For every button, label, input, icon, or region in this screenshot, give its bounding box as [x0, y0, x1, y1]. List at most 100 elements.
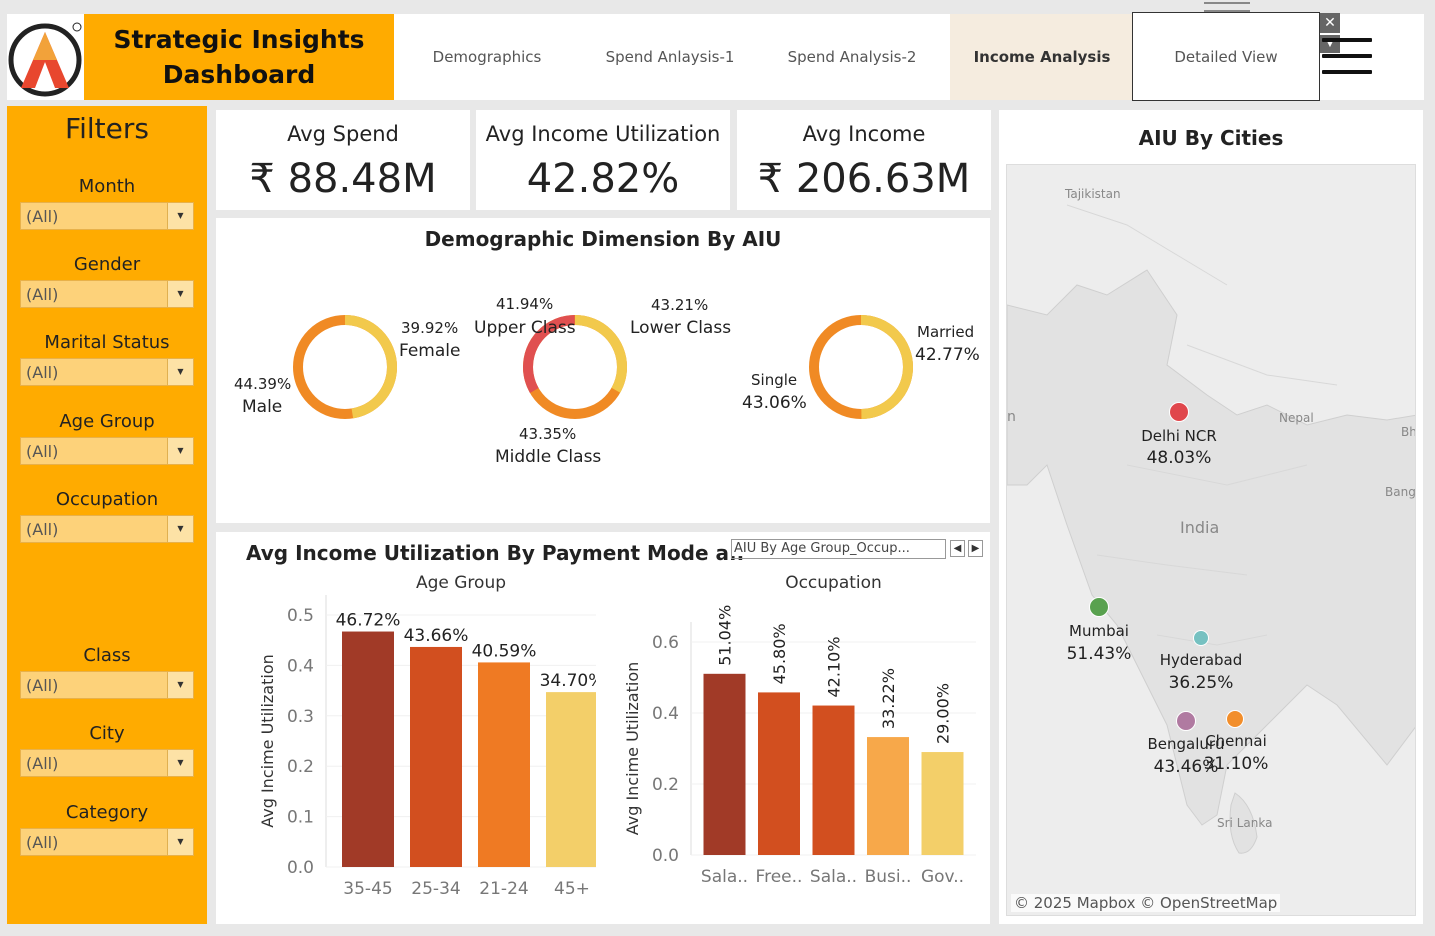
- kpi-title: Avg Spend: [287, 122, 399, 146]
- bar[interactable]: [867, 737, 909, 855]
- filter-age-group-select[interactable]: (All) ▼: [20, 437, 194, 465]
- map-label-nepal: Nepal: [1279, 411, 1314, 425]
- bar-data-label: 45.80%: [770, 623, 789, 684]
- map-label-edge: n: [1007, 409, 1016, 425]
- filter-value: (All): [26, 676, 59, 695]
- map-label-bhutan: Bhu: [1401, 425, 1415, 439]
- city-value-bengaluru: 43.46%: [1153, 757, 1219, 777]
- city-value-hyderabad: 36.25%: [1168, 673, 1234, 693]
- filter-marital-label: Marital Status: [44, 332, 170, 353]
- map-label-sri-lanka: Sri Lanka: [1217, 816, 1273, 830]
- city-marker-hyderabad[interactable]: [1193, 630, 1209, 646]
- kpi-avg-income: Avg Income ₹ 206.63M: [737, 110, 991, 210]
- map-attribution[interactable]: © 2025 Mapbox © OpenStreetMap: [1011, 894, 1281, 912]
- sheet-selector[interactable]: AIU By Age Group_Occup...: [731, 539, 946, 559]
- chevron-down-icon[interactable]: ▼: [167, 203, 193, 229]
- y-tick-label: 0.0: [652, 846, 679, 866]
- tab-spend-analysis-2[interactable]: Spend Analysis-2: [760, 14, 944, 100]
- tab-demographics[interactable]: Demographics: [394, 14, 580, 100]
- next-arrow-icon[interactable]: ▶: [968, 540, 983, 557]
- filters-panel: Filters Month (All) ▼ Gender (All) ▼ Marit…: [7, 106, 207, 924]
- y-tick-label: 0.4: [652, 704, 679, 724]
- donut-segment-lower[interactable]: [523, 315, 627, 419]
- filter-gender-select[interactable]: (All) ▼: [20, 280, 194, 308]
- middle-class-pct: 43.35%: [519, 425, 577, 443]
- x-tick-label: Busi..: [865, 867, 912, 887]
- bar[interactable]: [546, 692, 596, 867]
- city-value-mumbai: 51.43%: [1066, 644, 1132, 664]
- gender-donut[interactable]: [292, 314, 398, 420]
- single-label: Single: [751, 371, 798, 389]
- filter-occupation-select[interactable]: (All) ▼: [20, 515, 194, 543]
- y-axis-label: Avg Incime Utilization: [258, 654, 277, 828]
- drag-handle-icon[interactable]: [1204, 2, 1250, 12]
- lower-class-label: Lower Class: [630, 318, 732, 338]
- y-axis-label: Avg Incime Utilization: [623, 662, 642, 836]
- single-pct: 43.06%: [742, 393, 807, 413]
- tab-detailed-view[interactable]: Detailed View: [1132, 12, 1320, 101]
- filter-value: (All): [26, 442, 59, 461]
- kpi-avg-spend: Avg Spend ₹ 88.48M: [216, 110, 470, 210]
- map-background: [1007, 165, 1415, 915]
- bar[interactable]: [342, 631, 394, 867]
- filter-class-select[interactable]: (All) ▼: [20, 671, 194, 699]
- tab-label: Spend Anlaysis-1: [605, 48, 735, 66]
- donut-segment-married[interactable]: [809, 315, 913, 419]
- bar-data-label: 34.70%: [540, 671, 596, 691]
- kpi-value: ₹ 206.63M: [757, 156, 971, 202]
- x-tick-label: Gov..: [921, 867, 964, 887]
- chevron-down-icon[interactable]: ▼: [167, 359, 193, 385]
- city-value-chennai: 31.10%: [1203, 754, 1269, 774]
- marital-donut[interactable]: [808, 314, 914, 420]
- married-label: Married: [917, 323, 975, 341]
- kpi-value: ₹ 88.48M: [249, 156, 437, 202]
- bar[interactable]: [812, 705, 855, 855]
- city-map[interactable]: Tajikistan Nepal India Sri Lanka Bhu Ban…: [1006, 164, 1416, 916]
- city-marker-chennai[interactable]: [1226, 710, 1244, 728]
- bar[interactable]: [921, 752, 964, 855]
- filter-marital-select[interactable]: (All) ▼: [20, 358, 194, 386]
- chevron-down-icon[interactable]: ▼: [167, 750, 193, 776]
- filter-category-select[interactable]: (All) ▼: [20, 828, 194, 856]
- bar[interactable]: [703, 673, 746, 855]
- tab-spend-analysis-1[interactable]: Spend Anlaysis-1: [580, 14, 760, 100]
- filter-city-label: City: [89, 723, 125, 744]
- chevron-down-icon[interactable]: ▼: [167, 281, 193, 307]
- male-label: Male: [242, 397, 283, 417]
- bar-data-label: 33.22%: [879, 668, 898, 729]
- filter-value: (All): [26, 363, 59, 382]
- bar-data-label: 29.00%: [934, 683, 953, 744]
- map-title: AIU By Cities: [1138, 126, 1284, 150]
- x-tick-label: 35-45: [343, 879, 392, 899]
- bar[interactable]: [410, 646, 462, 867]
- nav-bar: Demographics Spend Anlaysis-1 Spend Anal…: [394, 2, 1424, 101]
- chevron-down-icon[interactable]: ▼: [167, 672, 193, 698]
- female-pct: 39.92%: [401, 319, 459, 337]
- tab-label: Spend Analysis-2: [787, 48, 917, 66]
- filter-value: (All): [26, 754, 59, 773]
- y-tick-label: 0.2: [287, 757, 314, 777]
- city-marker-mumbai[interactable]: [1089, 597, 1109, 617]
- bar[interactable]: [478, 662, 530, 867]
- city-marker-delhi[interactable]: [1169, 402, 1189, 422]
- city-marker-bengaluru[interactable]: [1176, 711, 1196, 731]
- demographic-title: Demographic Dimension By AIU: [424, 227, 782, 251]
- donut-segment-female[interactable]: [293, 315, 397, 419]
- chevron-down-icon[interactable]: ▼: [167, 438, 193, 464]
- upper-class-label: Upper Class: [474, 318, 576, 338]
- filter-city-select[interactable]: (All) ▼: [20, 749, 194, 777]
- close-icon[interactable]: ✕: [1320, 13, 1340, 33]
- city-name-bengaluru: Bengaluru: [1147, 735, 1225, 753]
- filter-month-label: Month: [78, 176, 136, 197]
- filter-age-group-label: Age Group: [59, 411, 155, 432]
- class-donut[interactable]: [522, 314, 628, 420]
- chevron-down-icon[interactable]: ▼: [167, 829, 193, 855]
- x-tick-label: Sala..: [810, 867, 857, 887]
- chevron-down-icon[interactable]: ▼: [167, 516, 193, 542]
- bar[interactable]: [758, 692, 800, 855]
- prev-arrow-icon[interactable]: ◀: [950, 540, 965, 557]
- filter-month-select[interactable]: (All) ▼: [20, 202, 194, 230]
- tab-income-analysis[interactable]: Income Analysis: [950, 14, 1134, 100]
- upper-class-pct: 41.94%: [496, 295, 554, 313]
- hamburger-menu-icon[interactable]: [1322, 38, 1372, 78]
